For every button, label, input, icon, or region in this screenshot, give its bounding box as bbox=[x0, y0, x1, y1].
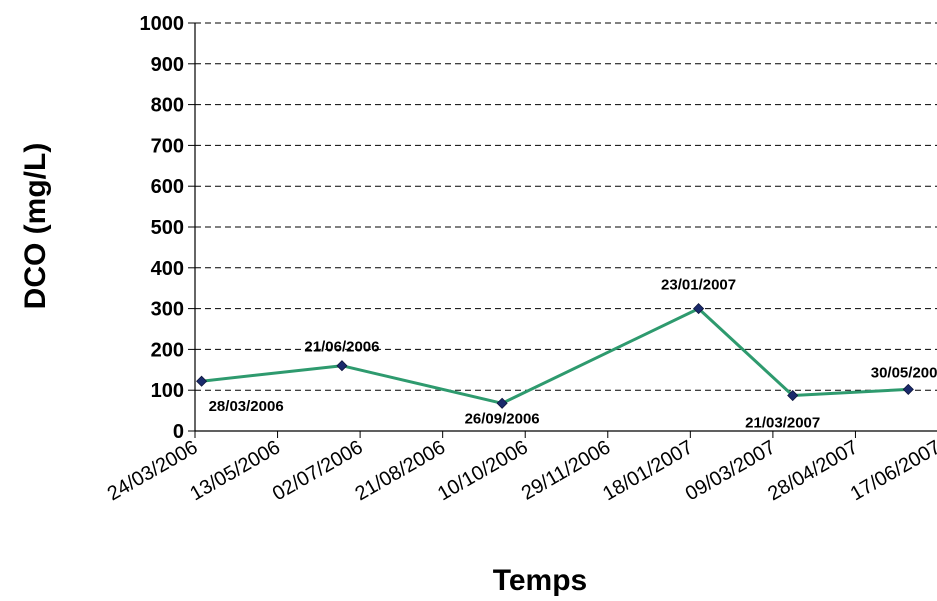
x-tick-label: 09/03/2007 bbox=[682, 436, 780, 505]
data-point-marker bbox=[787, 389, 799, 402]
axes bbox=[188, 22, 937, 438]
data-point-marker bbox=[196, 375, 208, 387]
data-label: 21/03/2007 bbox=[745, 415, 820, 432]
y-tick-label: 700 bbox=[151, 135, 184, 157]
y-tick-label: 800 bbox=[151, 95, 184, 117]
data-point-marker bbox=[902, 383, 914, 395]
data-point-marker bbox=[496, 397, 508, 409]
gridlines bbox=[195, 22, 937, 391]
data-point-marker bbox=[693, 303, 705, 315]
x-tick-label: 18/01/2007 bbox=[599, 436, 697, 505]
data-label: 30/05/2007 bbox=[871, 364, 937, 381]
x-tick-labels: 24/03/200613/05/200602/07/200621/08/2006… bbox=[104, 436, 937, 505]
y-tick-label: 600 bbox=[151, 176, 184, 198]
data-labels: 28/03/2006 21/06/2006 26/09/2006 23/01/2007… bbox=[209, 277, 937, 432]
y-tick-label: 300 bbox=[151, 299, 184, 321]
data-label: 23/01/2007 bbox=[661, 277, 736, 294]
data-label: 26/09/2006 bbox=[465, 410, 540, 427]
x-tick-label: 17/06/2007 bbox=[847, 436, 937, 505]
series-line bbox=[196, 303, 914, 409]
y-tick-label: 0 bbox=[173, 421, 184, 443]
data-label: 21/06/2006 bbox=[304, 339, 379, 356]
y-tick-label: 400 bbox=[151, 258, 184, 280]
data-point-marker bbox=[336, 360, 348, 372]
x-tick-label: 21/08/2006 bbox=[351, 436, 449, 505]
y-tick-label: 1000 bbox=[140, 13, 185, 35]
x-tick-label: 24/03/2006 bbox=[104, 436, 202, 505]
y-tick-label: 500 bbox=[151, 217, 184, 239]
y-tick-label: 900 bbox=[151, 54, 184, 76]
y-tick-labels: 0 100 200 300 400 500 600 700 800 900 1000 bbox=[140, 13, 185, 443]
x-tick-label: 10/10/2006 bbox=[434, 436, 532, 505]
y-axis-title: DCO (mg/L) bbox=[19, 143, 52, 310]
series-polyline bbox=[201, 307, 909, 405]
y-tick-label: 200 bbox=[151, 339, 184, 361]
x-tick-label: 13/05/2006 bbox=[186, 436, 284, 505]
x-axis-title: Temps bbox=[493, 564, 587, 597]
x-tick-label: 28/04/2007 bbox=[764, 436, 862, 505]
x-tick-label: 02/07/2006 bbox=[269, 436, 367, 505]
data-label: 28/03/2006 bbox=[209, 398, 284, 415]
x-tick-label: 29/11/2006 bbox=[518, 436, 614, 504]
y-tick-label: 100 bbox=[151, 380, 184, 402]
